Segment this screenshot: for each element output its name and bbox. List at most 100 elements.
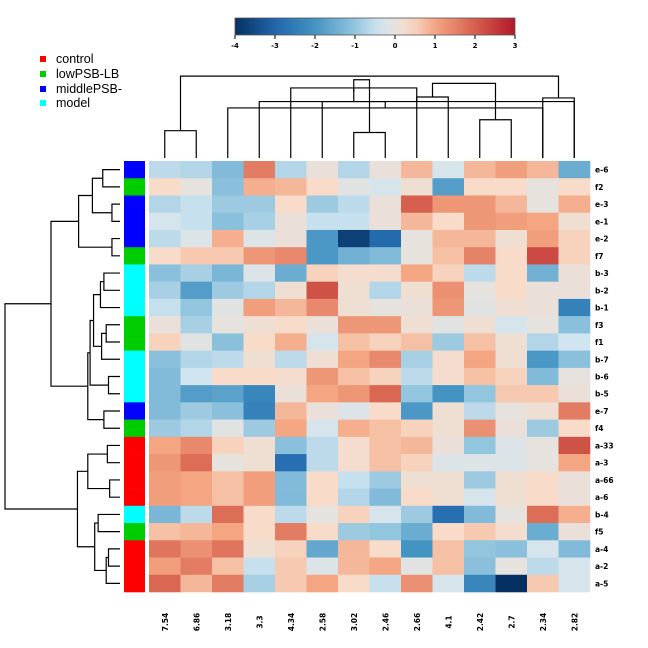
heatmap-cell [527, 367, 559, 386]
heatmap-cell [180, 281, 213, 300]
colorbar-tick-label: -1 [351, 42, 359, 50]
heatmap-cell [338, 557, 370, 576]
heatmap-cell [401, 454, 433, 472]
heatmap-cell [401, 523, 433, 541]
heatmap-cell [369, 333, 402, 351]
heatmap-cell [149, 350, 181, 369]
heatmap-cell [338, 574, 370, 593]
column-label: 2.34 [539, 613, 548, 632]
dendrogram-branch [179, 75, 560, 131]
heatmap-cell [432, 505, 465, 524]
heatmap-cell [180, 333, 213, 351]
heatmap-cell [432, 488, 465, 507]
dendrogram-branch [78, 194, 112, 248]
heatmap-cell [149, 178, 181, 196]
heatmap-cell [495, 281, 528, 300]
heatmap-cell [149, 195, 181, 214]
heatmap-cell [306, 505, 339, 524]
heatmap-cell [527, 212, 559, 231]
heatmap-cell [527, 195, 559, 214]
heatmap-cell [369, 436, 402, 455]
heatmap-cell [558, 281, 591, 300]
heatmap-cell [180, 574, 213, 593]
heatmap-cell [369, 540, 402, 558]
heatmap-cell [558, 436, 591, 455]
heatmap-cell [369, 488, 402, 507]
heatmap-cell [180, 247, 213, 265]
heatmap-cell [369, 454, 402, 472]
heatmap-cell [432, 161, 465, 179]
heatmap-cell [180, 229, 213, 248]
column-label: 3.02 [350, 613, 359, 632]
heatmap-cell [275, 350, 307, 369]
heatmap-cell [338, 212, 370, 231]
heatmap-cell [369, 402, 402, 420]
group-annotation-cell [124, 178, 145, 196]
heatmap-cell [401, 316, 433, 334]
group-annotation-cell [124, 212, 145, 231]
heatmap-cell [558, 264, 591, 282]
heatmap-cell [212, 281, 244, 300]
dendrogram-branch [111, 203, 120, 222]
heatmap-cell [558, 557, 591, 576]
heatmap-cell [306, 161, 339, 179]
heatmap-cell [401, 229, 433, 248]
heatmap-cell [243, 195, 276, 214]
heatmap-cell [495, 247, 528, 265]
heatmap-cell [527, 178, 559, 196]
heatmap-cell [495, 212, 528, 231]
dendrogram-branch [542, 97, 575, 158]
heatmap-cell [495, 298, 528, 317]
heatmap-cell [527, 471, 559, 489]
row-label: e-3 [595, 200, 608, 209]
heatmap-cell [180, 402, 213, 420]
heatmap-cell [432, 316, 465, 334]
heatmap-cell [495, 436, 528, 455]
heatmap-cell [401, 333, 433, 351]
row-label: f1 [595, 338, 603, 347]
heatmap-cell [180, 367, 213, 386]
heatmap-cell [149, 557, 181, 576]
heatmap-cell [306, 316, 339, 334]
heatmap-cell [275, 316, 307, 334]
heatmap-cell [338, 471, 370, 489]
heatmap-cell [180, 523, 213, 541]
legend-label: lowPSB-LB [56, 67, 120, 82]
heatmap-cell [212, 316, 244, 334]
heatmap-cell [558, 488, 591, 507]
heatmap-cell [464, 229, 496, 248]
group-annotation-cell [124, 350, 145, 369]
heatmap-cell [432, 385, 465, 403]
heatmap-cell [243, 385, 276, 403]
heatmap-cell [495, 178, 528, 196]
heatmap-cell [180, 540, 213, 558]
heatmap-cell [464, 505, 496, 524]
column-label: 7.54 [161, 613, 170, 632]
heatmap-cell [338, 298, 370, 317]
heatmap-cell [180, 488, 213, 507]
heatmap-cell [149, 281, 181, 300]
heatmap-cell [432, 195, 465, 214]
dendrogram-branch [431, 82, 497, 120]
heatmap-cell [527, 229, 559, 248]
heatmap-cell [527, 557, 559, 576]
heatmap-cell [149, 333, 181, 351]
heatmap-cell [338, 488, 370, 507]
heatmap-cell [212, 419, 244, 438]
heatmap-cell [243, 557, 276, 576]
heatmap-cell [180, 385, 213, 403]
heatmap-cell [464, 488, 496, 507]
group-annotation-cell [124, 471, 145, 489]
heatmap-cell [464, 454, 496, 472]
column-label: 2.46 [381, 613, 390, 632]
heatmap-cell [558, 540, 591, 558]
heatmap-cell [212, 505, 244, 524]
heatmap-cell [275, 574, 307, 593]
heatmap-cell [212, 488, 244, 507]
heatmap-cell [243, 471, 276, 489]
heatmap-cell [369, 316, 402, 334]
heatmap-cell [338, 229, 370, 248]
heatmap-cell [527, 298, 559, 317]
heatmap-cell [243, 574, 276, 593]
